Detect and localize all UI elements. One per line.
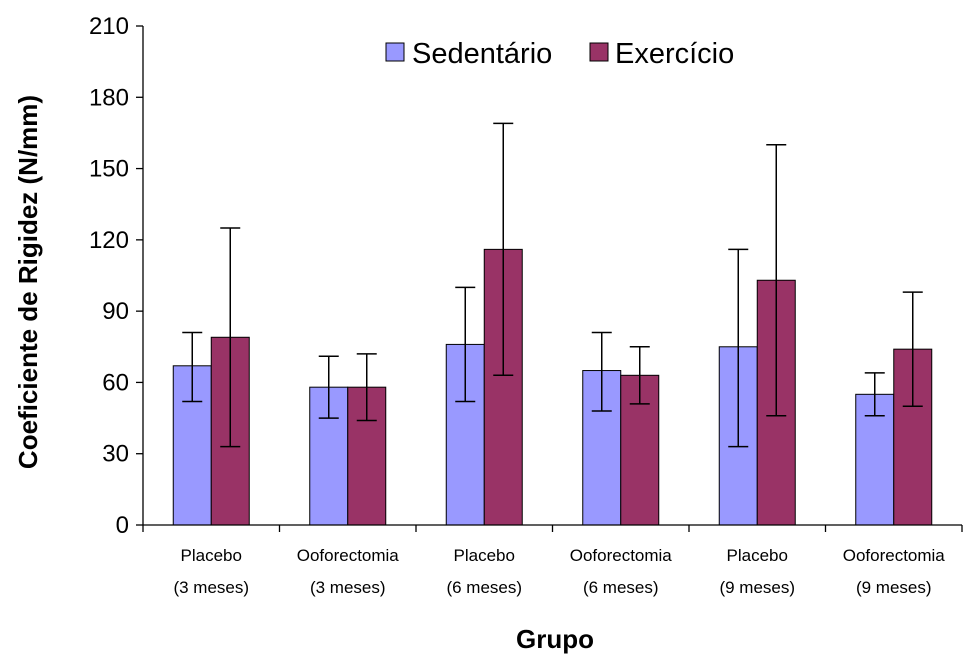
x-tick-label-4-line-0: Placebo [727,546,788,565]
x-tick-label-3-line-1: (6 meses) [583,578,659,597]
x-axis-labels: Placebo (3 meses) Ooforectomia (3 meses) Pla… [142,525,963,597]
y-tick-label-210: 210 [89,13,129,40]
legend: Sedentário Exercício [385,38,734,70]
y-tick-label-60: 60 [102,369,129,396]
y-tick-label-150: 150 [89,156,129,183]
y-axis-ticks: 0 30 60 90 120 150 180 210 [89,13,143,539]
y-tick-label-90: 90 [102,298,129,325]
legend-label-sedentario: Sedentário [412,38,552,70]
legend-swatch-exercicio [589,42,609,62]
x-axis-title: Grupo [516,624,594,654]
bars [172,248,933,526]
legend-swatch-sedentario [385,42,405,62]
error-bars [182,122,923,448]
x-tick-label-0-line-1: (3 meses) [173,578,249,597]
x-tick-label-3-line-0: Ooforectomia [570,546,673,565]
x-tick-label-5-line-1: (9 meses) [856,578,932,597]
y-tick-label-30: 30 [102,441,129,468]
x-tick-label-1-line-0: Ooforectomia [297,546,400,565]
x-tick-label-0-line-0: Placebo [181,546,242,565]
y-tick-label-120: 120 [89,227,129,254]
y-tick-label-0: 0 [116,512,129,539]
y-axis-title: Coeficiente de Rigidez (N/mm) [13,95,43,469]
x-tick-label-1-line-1: (3 meses) [310,578,386,597]
x-tick-label-2-line-1: (6 meses) [446,578,522,597]
legend-label-exercicio: Exercício [615,38,734,70]
x-tick-label-2-line-0: Placebo [454,546,515,565]
y-tick-label-180: 180 [89,84,129,111]
x-tick-label-4-line-1: (9 meses) [719,578,795,597]
x-tick-label-5-line-0: Ooforectomia [843,546,946,565]
